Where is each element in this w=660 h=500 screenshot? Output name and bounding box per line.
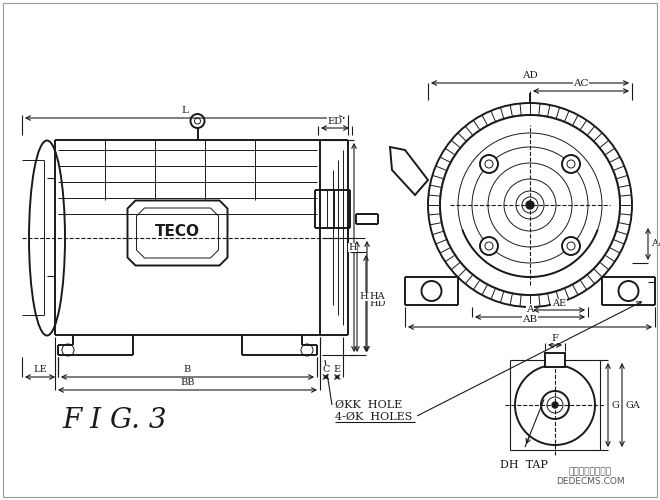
Text: HD: HD xyxy=(369,299,385,308)
Bar xyxy=(545,353,565,367)
Circle shape xyxy=(422,281,442,301)
Text: TECO: TECO xyxy=(155,224,200,238)
Text: ØKK  HOLE: ØKK HOLE xyxy=(335,400,402,410)
Text: AC: AC xyxy=(574,79,589,88)
Text: 织梦内容管理系统: 织梦内容管理系统 xyxy=(568,468,612,476)
Circle shape xyxy=(440,115,620,295)
Text: DH  TAP: DH TAP xyxy=(500,460,548,470)
Circle shape xyxy=(552,402,558,408)
Circle shape xyxy=(562,155,580,173)
Text: B: B xyxy=(184,365,191,374)
Text: AD: AD xyxy=(522,71,538,80)
Text: GA: GA xyxy=(625,400,640,409)
Circle shape xyxy=(618,281,638,301)
Circle shape xyxy=(515,365,595,445)
Text: BB: BB xyxy=(180,378,195,387)
Text: E: E xyxy=(334,365,341,374)
Circle shape xyxy=(526,201,534,209)
Text: C: C xyxy=(322,365,329,374)
Text: L: L xyxy=(182,106,189,115)
Circle shape xyxy=(480,155,498,173)
Text: AB: AB xyxy=(523,315,537,324)
Text: AE: AE xyxy=(552,299,566,308)
Text: 4-ØK  HOLES: 4-ØK HOLES xyxy=(335,412,412,422)
Text: HE: HE xyxy=(359,292,375,301)
Text: F I G. 3: F I G. 3 xyxy=(63,406,167,434)
Polygon shape xyxy=(390,147,428,195)
Text: G: G xyxy=(611,400,619,409)
Text: F: F xyxy=(552,334,558,343)
Text: AA: AA xyxy=(651,240,660,248)
Text: LE: LE xyxy=(33,365,47,374)
Text: ED: ED xyxy=(327,117,343,126)
Circle shape xyxy=(562,237,580,255)
Circle shape xyxy=(480,237,498,255)
Text: HA: HA xyxy=(369,292,385,301)
Text: A: A xyxy=(526,305,534,314)
Text: H: H xyxy=(348,243,357,252)
Text: DEDECMS.COM: DEDECMS.COM xyxy=(556,478,624,486)
